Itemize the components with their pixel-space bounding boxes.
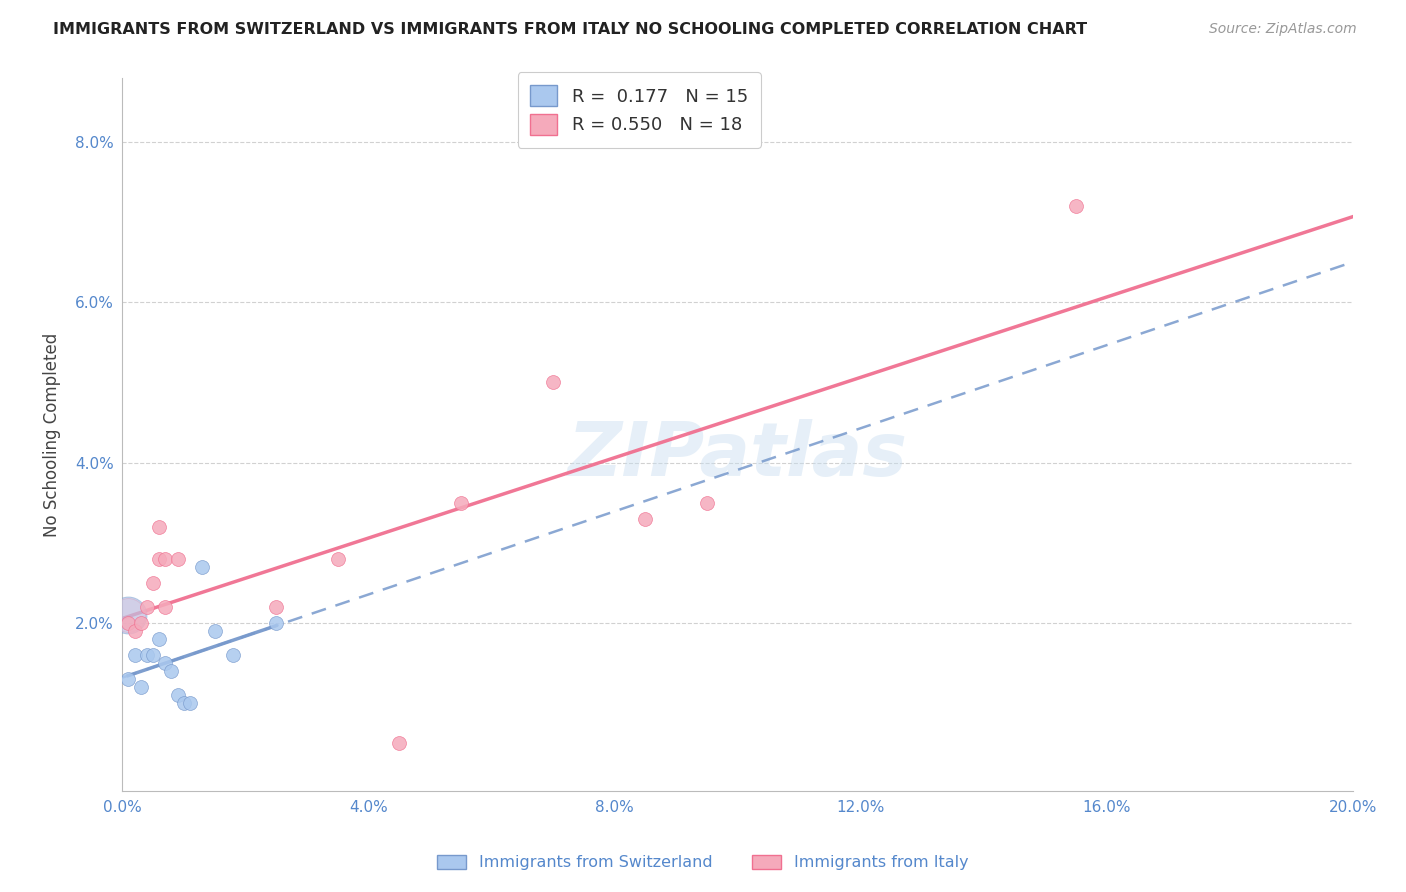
Point xyxy=(129,615,152,630)
Point xyxy=(155,656,177,670)
Point xyxy=(204,624,226,638)
Point xyxy=(173,696,195,710)
Point xyxy=(142,648,165,662)
Point xyxy=(264,615,287,630)
Point xyxy=(634,511,657,525)
Point xyxy=(129,680,152,694)
Point xyxy=(135,599,157,614)
Point xyxy=(696,495,718,509)
Point xyxy=(160,664,183,678)
Legend: Immigrants from Switzerland, Immigrants from Italy: Immigrants from Switzerland, Immigrants … xyxy=(432,848,974,877)
Point xyxy=(135,648,157,662)
Text: IMMIGRANTS FROM SWITZERLAND VS IMMIGRANTS FROM ITALY NO SCHOOLING COMPLETED CORR: IMMIGRANTS FROM SWITZERLAND VS IMMIGRANT… xyxy=(53,22,1088,37)
Text: Source: ZipAtlas.com: Source: ZipAtlas.com xyxy=(1209,22,1357,37)
Point xyxy=(155,599,177,614)
Point xyxy=(124,624,146,638)
Point xyxy=(222,648,245,662)
Point xyxy=(148,519,170,533)
Point xyxy=(148,551,170,566)
Point xyxy=(117,607,139,622)
Point xyxy=(191,559,214,574)
Point xyxy=(117,672,139,686)
Text: ZIPatlas: ZIPatlas xyxy=(568,419,907,492)
Point xyxy=(155,551,177,566)
Point xyxy=(166,688,188,702)
Point xyxy=(326,551,349,566)
Point xyxy=(388,736,411,750)
Point xyxy=(148,632,170,646)
Point xyxy=(166,551,188,566)
Y-axis label: No Schooling Completed: No Schooling Completed xyxy=(44,333,60,537)
Legend: R =  0.177   N = 15, R = 0.550   N = 18: R = 0.177 N = 15, R = 0.550 N = 18 xyxy=(517,72,761,147)
Point xyxy=(541,376,564,390)
Point xyxy=(142,575,165,590)
Point xyxy=(1064,199,1087,213)
Point xyxy=(117,615,139,630)
Point xyxy=(450,495,472,509)
Point xyxy=(124,648,146,662)
Point xyxy=(117,607,139,622)
Point xyxy=(179,696,201,710)
Point xyxy=(264,599,287,614)
